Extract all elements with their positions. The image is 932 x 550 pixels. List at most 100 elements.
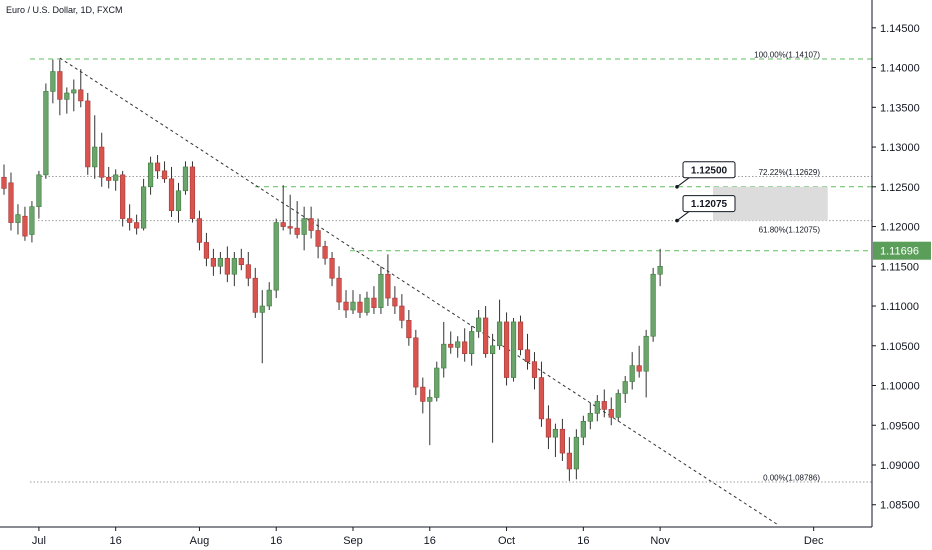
candle-body xyxy=(329,258,335,279)
price-tick-label: 1.08500 xyxy=(880,500,920,512)
candle xyxy=(441,321,447,378)
candle xyxy=(357,294,363,318)
candle xyxy=(85,93,91,175)
price-tick-label: 1.13500 xyxy=(880,102,920,114)
candle-body xyxy=(15,214,21,223)
callout-box[interactable] xyxy=(682,161,736,179)
price-axis[interactable]: 1.14500 1.14000 1.13500 1.13000 1.12500 1.120… xyxy=(872,23,920,512)
candle-body xyxy=(657,265,663,275)
candle xyxy=(587,403,593,430)
candle xyxy=(385,254,391,307)
fib-level-label: 61.80%(1.12075) xyxy=(759,226,821,235)
candle xyxy=(615,389,621,422)
candle-body xyxy=(538,377,545,420)
candle-body xyxy=(629,365,635,382)
candle-body xyxy=(280,222,286,227)
price-tick-label: 1.13000 xyxy=(880,142,920,154)
candle-body xyxy=(427,397,433,402)
candle-body xyxy=(294,227,300,235)
candle-body xyxy=(336,277,342,303)
time-axis[interactable]: Jul 16 Aug 16 Sep 16 Oct 16 Nov Dec xyxy=(32,527,824,547)
candle-body xyxy=(1,176,7,189)
time-tick-label: Aug xyxy=(190,535,210,547)
candle-body xyxy=(50,71,56,92)
candle-body xyxy=(71,89,77,94)
candle-body xyxy=(594,401,600,414)
candle-body xyxy=(434,367,440,398)
candle-body xyxy=(545,418,552,438)
candle-body xyxy=(252,277,258,313)
time-tick-label: Sep xyxy=(343,535,363,547)
candle xyxy=(636,345,642,378)
candle-body xyxy=(64,92,70,100)
candle-body xyxy=(503,321,510,378)
callout-anchor xyxy=(675,218,679,223)
candle-body xyxy=(141,186,147,229)
candle-body xyxy=(510,321,517,378)
candle xyxy=(64,87,70,114)
candle xyxy=(280,185,286,231)
candle xyxy=(566,437,572,481)
candle-body xyxy=(210,258,217,267)
candle xyxy=(545,405,552,450)
candle-body xyxy=(99,146,105,178)
candle xyxy=(8,172,14,231)
candle-body xyxy=(420,386,426,402)
candle xyxy=(266,282,272,310)
candle-body xyxy=(587,413,593,422)
callout-box[interactable] xyxy=(682,195,736,213)
candle-body xyxy=(231,258,237,275)
candle-body xyxy=(189,166,196,219)
candle xyxy=(252,267,258,318)
candle-body xyxy=(113,174,119,181)
price-tick-label: 1.12500 xyxy=(880,182,920,194)
candle xyxy=(189,161,196,223)
candle xyxy=(580,415,586,446)
candle xyxy=(455,336,461,358)
candle xyxy=(203,232,210,267)
candle xyxy=(106,166,112,189)
candle xyxy=(650,267,656,342)
candles-layer xyxy=(1,59,663,481)
candle-body xyxy=(364,297,370,313)
candle-body xyxy=(608,409,614,418)
candle-body xyxy=(127,218,133,223)
time-tick-label: Jul xyxy=(32,535,46,547)
candle-body xyxy=(78,89,84,102)
candle xyxy=(29,201,35,243)
descending-trendline xyxy=(59,57,778,526)
candle-body xyxy=(22,215,28,237)
candle xyxy=(322,240,328,265)
candle-body xyxy=(8,182,14,223)
candle-body xyxy=(552,428,559,438)
candle-body xyxy=(273,222,279,291)
candle xyxy=(622,375,628,403)
candle-body xyxy=(413,337,419,388)
candle xyxy=(538,361,545,427)
candle xyxy=(308,206,314,239)
candle-body xyxy=(517,321,524,351)
candle xyxy=(273,218,279,299)
candle-body xyxy=(308,218,314,231)
candle-body xyxy=(217,258,223,267)
candle-body xyxy=(147,162,154,188)
candle-body xyxy=(85,100,91,168)
time-tick-label: 16 xyxy=(110,535,122,547)
candle xyxy=(406,310,412,346)
candle xyxy=(315,218,321,259)
candle-body xyxy=(301,218,307,235)
candle xyxy=(350,290,356,314)
candle xyxy=(147,156,154,195)
candle-body xyxy=(134,222,140,229)
candle xyxy=(336,266,342,310)
candle xyxy=(364,291,370,316)
candle-body xyxy=(245,264,251,279)
time-tick-label: 16 xyxy=(270,535,282,547)
price-tick-label: 1.09000 xyxy=(880,460,920,472)
candle xyxy=(113,169,119,191)
candle xyxy=(392,286,398,314)
candle xyxy=(476,310,482,338)
